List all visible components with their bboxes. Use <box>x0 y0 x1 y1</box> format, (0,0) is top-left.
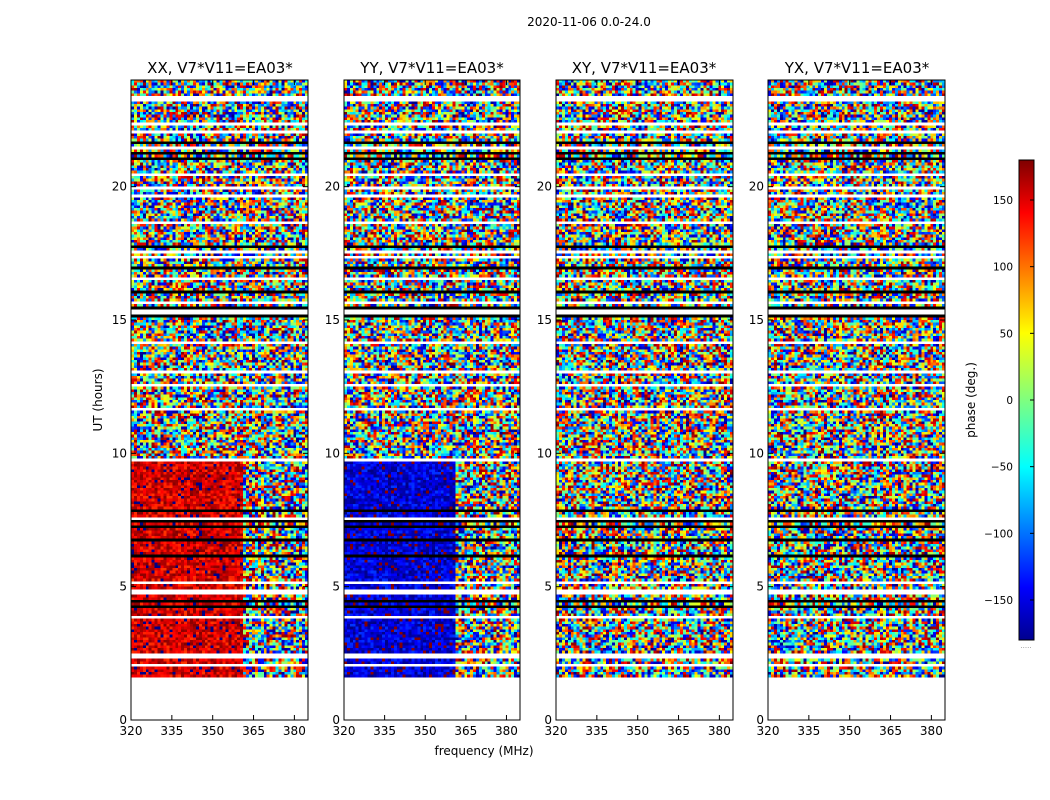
x-tick-label: 380 <box>283 724 306 738</box>
x-tick-label: 350 <box>626 724 649 738</box>
panel-yy: YY, V7*V11=EA03* 320 335 350 365 380 0 5 10 15 20 <box>325 59 521 738</box>
colorbar-ticks: −150 −100 −50 0 50 100 150 <box>984 195 1034 607</box>
x-tick-label: 365 <box>879 724 902 738</box>
axis-ticks-xy: 320 335 350 365 380 0 5 10 15 20 <box>537 80 733 738</box>
panel-frame-yx <box>767 79 946 721</box>
x-tick-label: 380 <box>708 724 731 738</box>
panel-frame-xx <box>130 79 309 721</box>
x-tick-label: 350 <box>838 724 861 738</box>
x-tick-label: 350 <box>201 724 224 738</box>
colorbar-tick-label: −100 <box>984 528 1013 540</box>
phase-heatmap-xx <box>131 80 308 720</box>
colorbar-tick-label: −50 <box>991 462 1013 474</box>
y-tick-label: 5 <box>544 580 552 594</box>
x-tick-label: 320 <box>757 724 780 738</box>
x-tick-label: 380 <box>920 724 943 738</box>
y-tick-label: 0 <box>332 713 340 727</box>
y-tick-label: 5 <box>332 580 340 594</box>
phase-heatmap-xy <box>556 80 733 720</box>
axis-ticks-xx: 320 335 350 365 380 0 5 10 15 20 <box>112 80 308 738</box>
y-tick-label: 10 <box>325 446 340 460</box>
x-tick-label: 365 <box>242 724 265 738</box>
colorbar-note: ..... <box>1020 642 1031 650</box>
x-tick-label: 365 <box>667 724 690 738</box>
y-tick-label: 20 <box>537 180 552 194</box>
figure-title: 2020-11-06 0.0-24.0 <box>527 15 651 29</box>
panel-frame-yy <box>343 79 521 721</box>
y-tick-label: 20 <box>325 180 340 194</box>
y-tick-label: 0 <box>756 713 764 727</box>
colorbar-tick-label: 100 <box>993 262 1013 274</box>
y-tick-label: 5 <box>119 580 127 594</box>
y-tick-label: 15 <box>112 313 127 327</box>
y-tick-label: 0 <box>119 713 127 727</box>
y-tick-label: 20 <box>112 180 127 194</box>
panel-frame-xy <box>555 79 734 721</box>
y-tick-label: 0 <box>544 713 552 727</box>
panel-title-xx: XX, V7*V11=EA03* <box>147 59 293 77</box>
y-tick-label: 20 <box>749 180 764 194</box>
colorbar-label: phase (deg.) <box>964 362 978 438</box>
axis-ticks-yy: 320 335 350 365 380 0 5 10 15 20 <box>325 80 520 738</box>
x-axis-label: frequency (MHz) <box>434 744 533 758</box>
x-tick-label: 320 <box>545 724 568 738</box>
panel-xx: XX, V7*V11=EA03* 320 335 350 365 380 0 5 10 15 20 <box>112 59 309 738</box>
y-tick-label: 10 <box>112 446 127 460</box>
y-axis-label: UT (hours) <box>91 368 105 431</box>
y-tick-label: 15 <box>749 313 764 327</box>
x-tick-label: 320 <box>120 724 143 738</box>
phase-heatmap-yx <box>768 80 945 720</box>
axis-ticks-yx: 320 335 350 365 380 0 5 10 15 20 <box>749 80 945 738</box>
colorbar-tick-label: −150 <box>984 595 1013 607</box>
colorbar-tick-label: 50 <box>1000 328 1013 340</box>
colorbar: −150 −100 −50 0 50 100 150 phase (deg.) ..... <box>964 159 1035 650</box>
phase-heatmap-yy <box>344 80 520 720</box>
x-tick-label: 335 <box>585 724 608 738</box>
x-tick-label: 350 <box>414 724 437 738</box>
y-tick-label: 15 <box>537 313 552 327</box>
panel-title-yy: YY, V7*V11=EA03* <box>359 59 504 77</box>
x-tick-label: 320 <box>333 724 356 738</box>
y-tick-label: 15 <box>325 313 340 327</box>
panel-title-xy: XY, V7*V11=EA03* <box>572 59 717 77</box>
panel-yx: YX, V7*V11=EA03* 320 335 350 365 380 0 5 10 15 20 <box>749 59 946 738</box>
colorbar-tick-label: 0 <box>1006 395 1013 407</box>
y-tick-label: 10 <box>749 446 764 460</box>
panel-title-yx: YX, V7*V11=EA03* <box>784 59 930 77</box>
x-tick-label: 380 <box>495 724 518 738</box>
x-tick-label: 335 <box>160 724 183 738</box>
colorbar-tick-label: 150 <box>993 195 1013 207</box>
panel-xy: XY, V7*V11=EA03* 320 335 350 365 380 0 5 10 15 20 <box>537 59 734 738</box>
x-tick-label: 365 <box>454 724 477 738</box>
y-tick-label: 10 <box>537 446 552 460</box>
x-tick-label: 335 <box>373 724 396 738</box>
x-tick-label: 335 <box>797 724 820 738</box>
y-tick-label: 5 <box>756 580 764 594</box>
